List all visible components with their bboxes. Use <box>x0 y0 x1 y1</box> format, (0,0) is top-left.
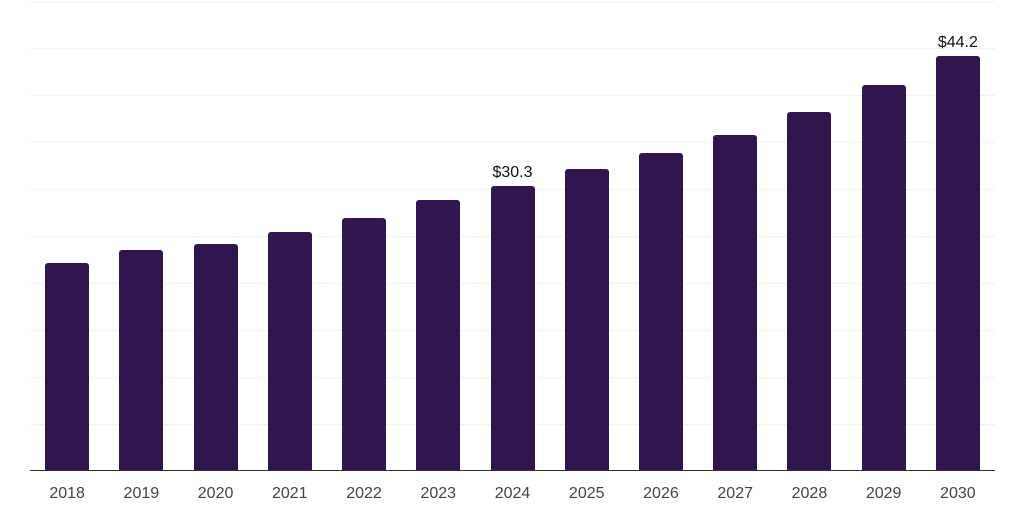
gridline <box>30 1 995 2</box>
bar-2018 <box>45 263 90 471</box>
x-tick-2023: 2023 <box>420 485 457 502</box>
bar-2021 <box>267 232 312 471</box>
bar-value-label-2024: $30.3 <box>492 164 533 182</box>
x-tick-2020: 2020 <box>197 485 234 502</box>
bar-2024 <box>490 186 535 471</box>
x-tick-2024: 2024 <box>494 485 531 502</box>
bar-2030 <box>935 55 980 471</box>
bar-2025 <box>564 169 609 471</box>
x-tick-2019: 2019 <box>123 485 160 502</box>
x-tick-2029: 2029 <box>865 485 902 502</box>
x-tick-2028: 2028 <box>791 485 828 502</box>
gridline <box>30 142 995 143</box>
x-tick-2027: 2027 <box>717 485 753 502</box>
plot-area: $30.3 $44.2 <box>30 1 995 471</box>
bar-2028 <box>787 111 832 471</box>
bar-2020 <box>193 243 238 471</box>
x-tick-2018: 2018 <box>49 485 85 502</box>
x-tick-2030: 2030 <box>940 485 976 502</box>
bar-2023 <box>416 200 461 471</box>
x-axis-labels: 2018 2019 2020 2021 2022 2023 2024 2025 2026 2027… <box>30 485 995 505</box>
x-tick-2022: 2022 <box>346 485 382 502</box>
gridline <box>30 48 995 49</box>
bar-2022 <box>342 218 387 471</box>
bar-2026 <box>638 153 683 471</box>
bar-2029 <box>861 84 906 471</box>
bar-value-label-2030: $44.2 <box>937 33 978 51</box>
x-tick-2025: 2025 <box>568 485 605 502</box>
bar-2027 <box>713 135 758 471</box>
x-axis-line <box>30 470 995 471</box>
gridline <box>30 95 995 96</box>
bar-2019 <box>119 250 164 471</box>
x-tick-2021: 2021 <box>272 485 308 502</box>
x-tick-2026: 2026 <box>643 485 679 502</box>
